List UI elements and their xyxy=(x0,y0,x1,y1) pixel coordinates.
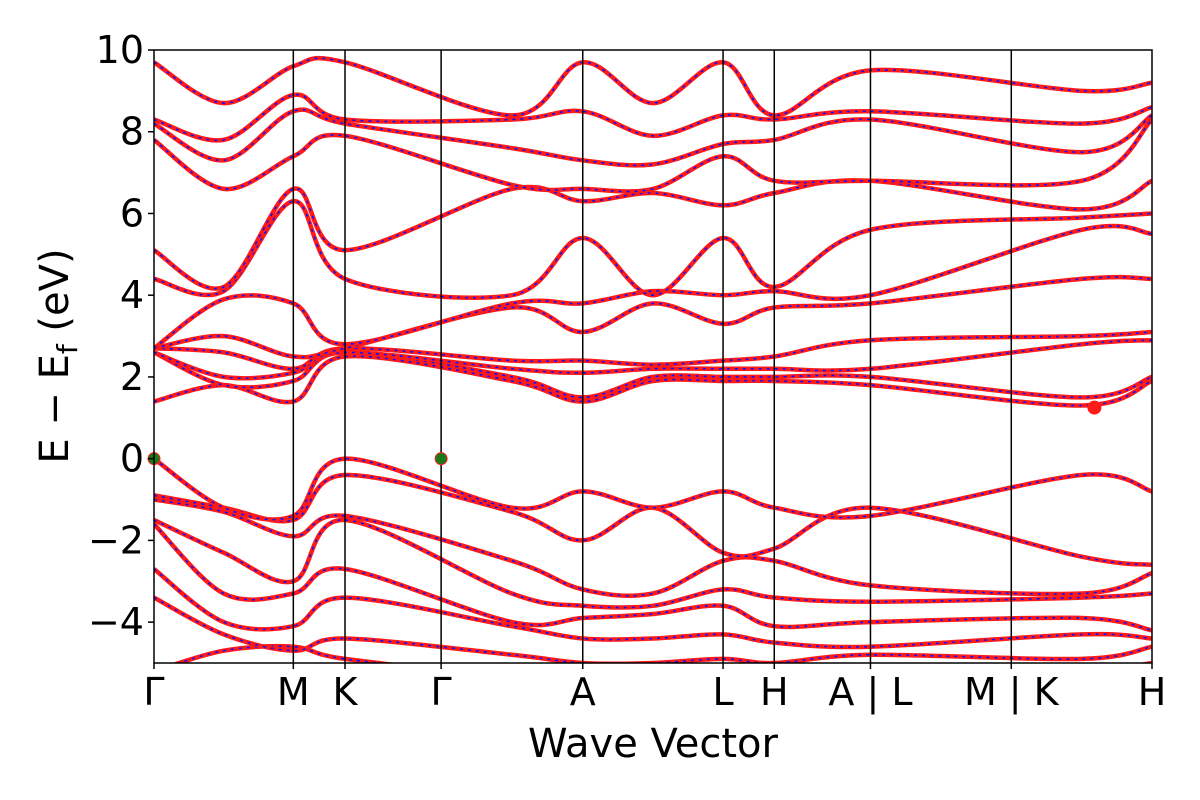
band-line-overlay xyxy=(154,57,1152,117)
band-line-overlay xyxy=(154,200,1152,299)
band-line-overlay xyxy=(154,108,1152,167)
x-tick-label: M xyxy=(277,670,310,714)
band-line-overlay xyxy=(154,523,1152,632)
x-tick-label: H xyxy=(760,670,789,714)
extrema-markers xyxy=(147,400,1102,466)
band-line-overlay xyxy=(154,93,1152,142)
y-axis-title: E − Ef (eV) xyxy=(32,248,84,463)
x-tick-label: M | K xyxy=(964,670,1060,715)
band-line xyxy=(154,522,1152,633)
band-line-overlay xyxy=(154,474,1152,566)
plot-frame xyxy=(153,49,1153,664)
band-line xyxy=(154,55,1152,118)
y-axis-title-subscript: f xyxy=(51,343,84,354)
y-tick-label: 2 xyxy=(120,355,144,399)
band-line-overlay xyxy=(154,225,1152,349)
y-axis: 10 8 6 4 2 0 −2 −4 xyxy=(88,28,154,644)
x-tick-label: H xyxy=(1138,670,1167,714)
vbm-marker xyxy=(434,452,448,466)
y-axis-title-unit: (eV) xyxy=(32,248,78,344)
x-tick-label: L xyxy=(712,670,733,714)
band-line-overlay xyxy=(154,118,1152,193)
band-line xyxy=(154,178,1152,291)
band-line-overlay xyxy=(154,276,1152,359)
y-tick-label: −2 xyxy=(88,518,144,562)
y-tick-label: 0 xyxy=(120,437,144,481)
y-tick-label: 6 xyxy=(120,191,144,235)
x-tick-label: A xyxy=(570,670,596,714)
cbm-marker xyxy=(1087,400,1102,415)
bands-layer xyxy=(154,55,1152,663)
band-line-overlay xyxy=(154,179,1152,290)
y-tick-label: 10 xyxy=(96,28,144,72)
y-tick-label: 4 xyxy=(120,273,144,317)
band-line xyxy=(154,198,1152,300)
x-tick-label: Γ xyxy=(431,670,452,714)
x-tick-label: K xyxy=(333,670,359,714)
x-tick-label: Γ xyxy=(143,670,164,714)
y-tick-label: −4 xyxy=(88,600,144,644)
band-line-overlay xyxy=(154,596,1152,663)
x-tick-label: A | L xyxy=(828,670,912,715)
band-line xyxy=(154,117,1152,194)
x-axis-title: Wave Vector xyxy=(528,721,779,767)
band-line-overlay xyxy=(154,457,1152,521)
y-axis-title-main: E − E xyxy=(32,354,78,464)
high-symmetry-lines xyxy=(292,50,1013,663)
y-tick-label: 8 xyxy=(120,110,144,154)
band-line-overlay xyxy=(154,351,1152,399)
